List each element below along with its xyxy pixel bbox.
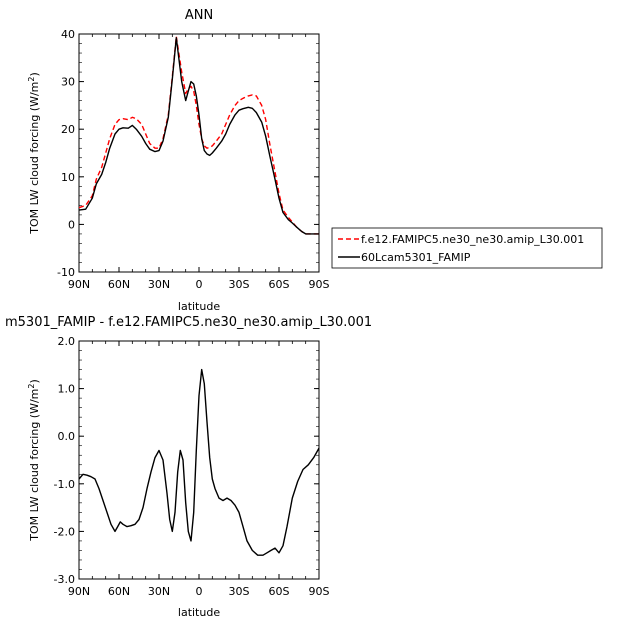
legend-label-series-2: 60Lcam5301_FAMIP [361,251,471,264]
top-x-tick-label: 90S [309,278,330,291]
bottom-y-tick-label: 2.0 [58,335,76,348]
bottom-x-tick-label: 60S [269,585,290,598]
top-x-tick-label: 90N [68,278,90,291]
bottom-x-tick-label: 30S [229,585,250,598]
bottom-y-axis-title-end: ) [28,379,41,383]
top-y-tick-label: 20 [61,123,75,136]
bottom-y-tick-label: 0.0 [58,430,76,443]
bottom-x-tick-label: 30N [148,585,170,598]
top-y-axis-title-end: ) [28,72,41,76]
top-x-axis-title: latitude [178,300,220,313]
bottom-panel: m5301_FAMIP - f.e12.FAMIPC5.ne30_ne30.am… [5,315,372,619]
bottom-y-axis-title-main: TOM LW cloud forcing (W/m [28,389,41,542]
bottom-x-tick-label: 90S [309,585,330,598]
legend: f.e12.FAMIPC5.ne30_ne30.amip_L30.001 60L… [331,227,603,269]
bottom-panel-title: m5301_FAMIP - f.e12.FAMIPC5.ne30_ne30.am… [5,315,372,330]
bottom-x-tick-label: 0 [196,585,203,598]
top-x-tick-label: 60N [108,278,130,291]
top-plot-area: 90N 60N 30N 0 30S 60S 90S -10 0 10 20 30 40 [57,28,329,291]
top-y-tick-label: 30 [61,76,75,89]
top-panel: ANN 90N 60N 30N 0 30S 60S 90S -10 0 10 20 30 40 lati… [27,8,603,313]
bottom-y-tick-label: -1.0 [54,478,75,491]
bottom-plot-area: 90N 60N 30N 0 30S 60S 90S -3.0 -2.0 -1.0 0.0 1.0 2.0 [54,335,330,598]
top-plot-frame [78,33,320,273]
top-x-tick-label: 30N [148,278,170,291]
bottom-y-axis-title: TOM LW cloud forcing (W/m2) [27,379,41,542]
top-y-tick-label: 40 [61,28,75,41]
legend-label-series-1: f.e12.FAMIPC5.ne30_ne30.amip_L30.001 [361,233,584,246]
top-series-line-2 [78,37,319,235]
bottom-y-tick-label: -3.0 [54,573,75,586]
bottom-y-axis-title-sup: 2 [27,384,36,389]
bottom-x-axis-title: latitude [178,606,220,619]
bottom-series-line-1 [78,368,320,556]
top-y-axis-title: TOM LW cloud forcing (W/m2) [27,72,41,235]
top-panel-title: ANN [185,8,213,23]
top-x-tick-label: 60S [269,278,290,291]
top-x-tick-label: 0 [196,278,203,291]
top-y-axis-title-sup: 2 [27,77,36,82]
legend-box [331,227,603,269]
bottom-y-tick-label: -2.0 [54,525,75,538]
bottom-x-tick-label: 60N [108,585,130,598]
top-y-tick-label: 0 [68,218,75,231]
top-y-tick-label: -10 [57,266,75,279]
top-y-tick-label: 10 [61,171,75,184]
top-y-axis-title-main: TOM LW cloud forcing (W/m [28,82,41,235]
bottom-y-tick-label: 1.0 [58,383,76,396]
top-x-tick-label: 30S [229,278,250,291]
top-series-line-1 [78,35,319,235]
bottom-x-tick-label: 90N [68,585,90,598]
